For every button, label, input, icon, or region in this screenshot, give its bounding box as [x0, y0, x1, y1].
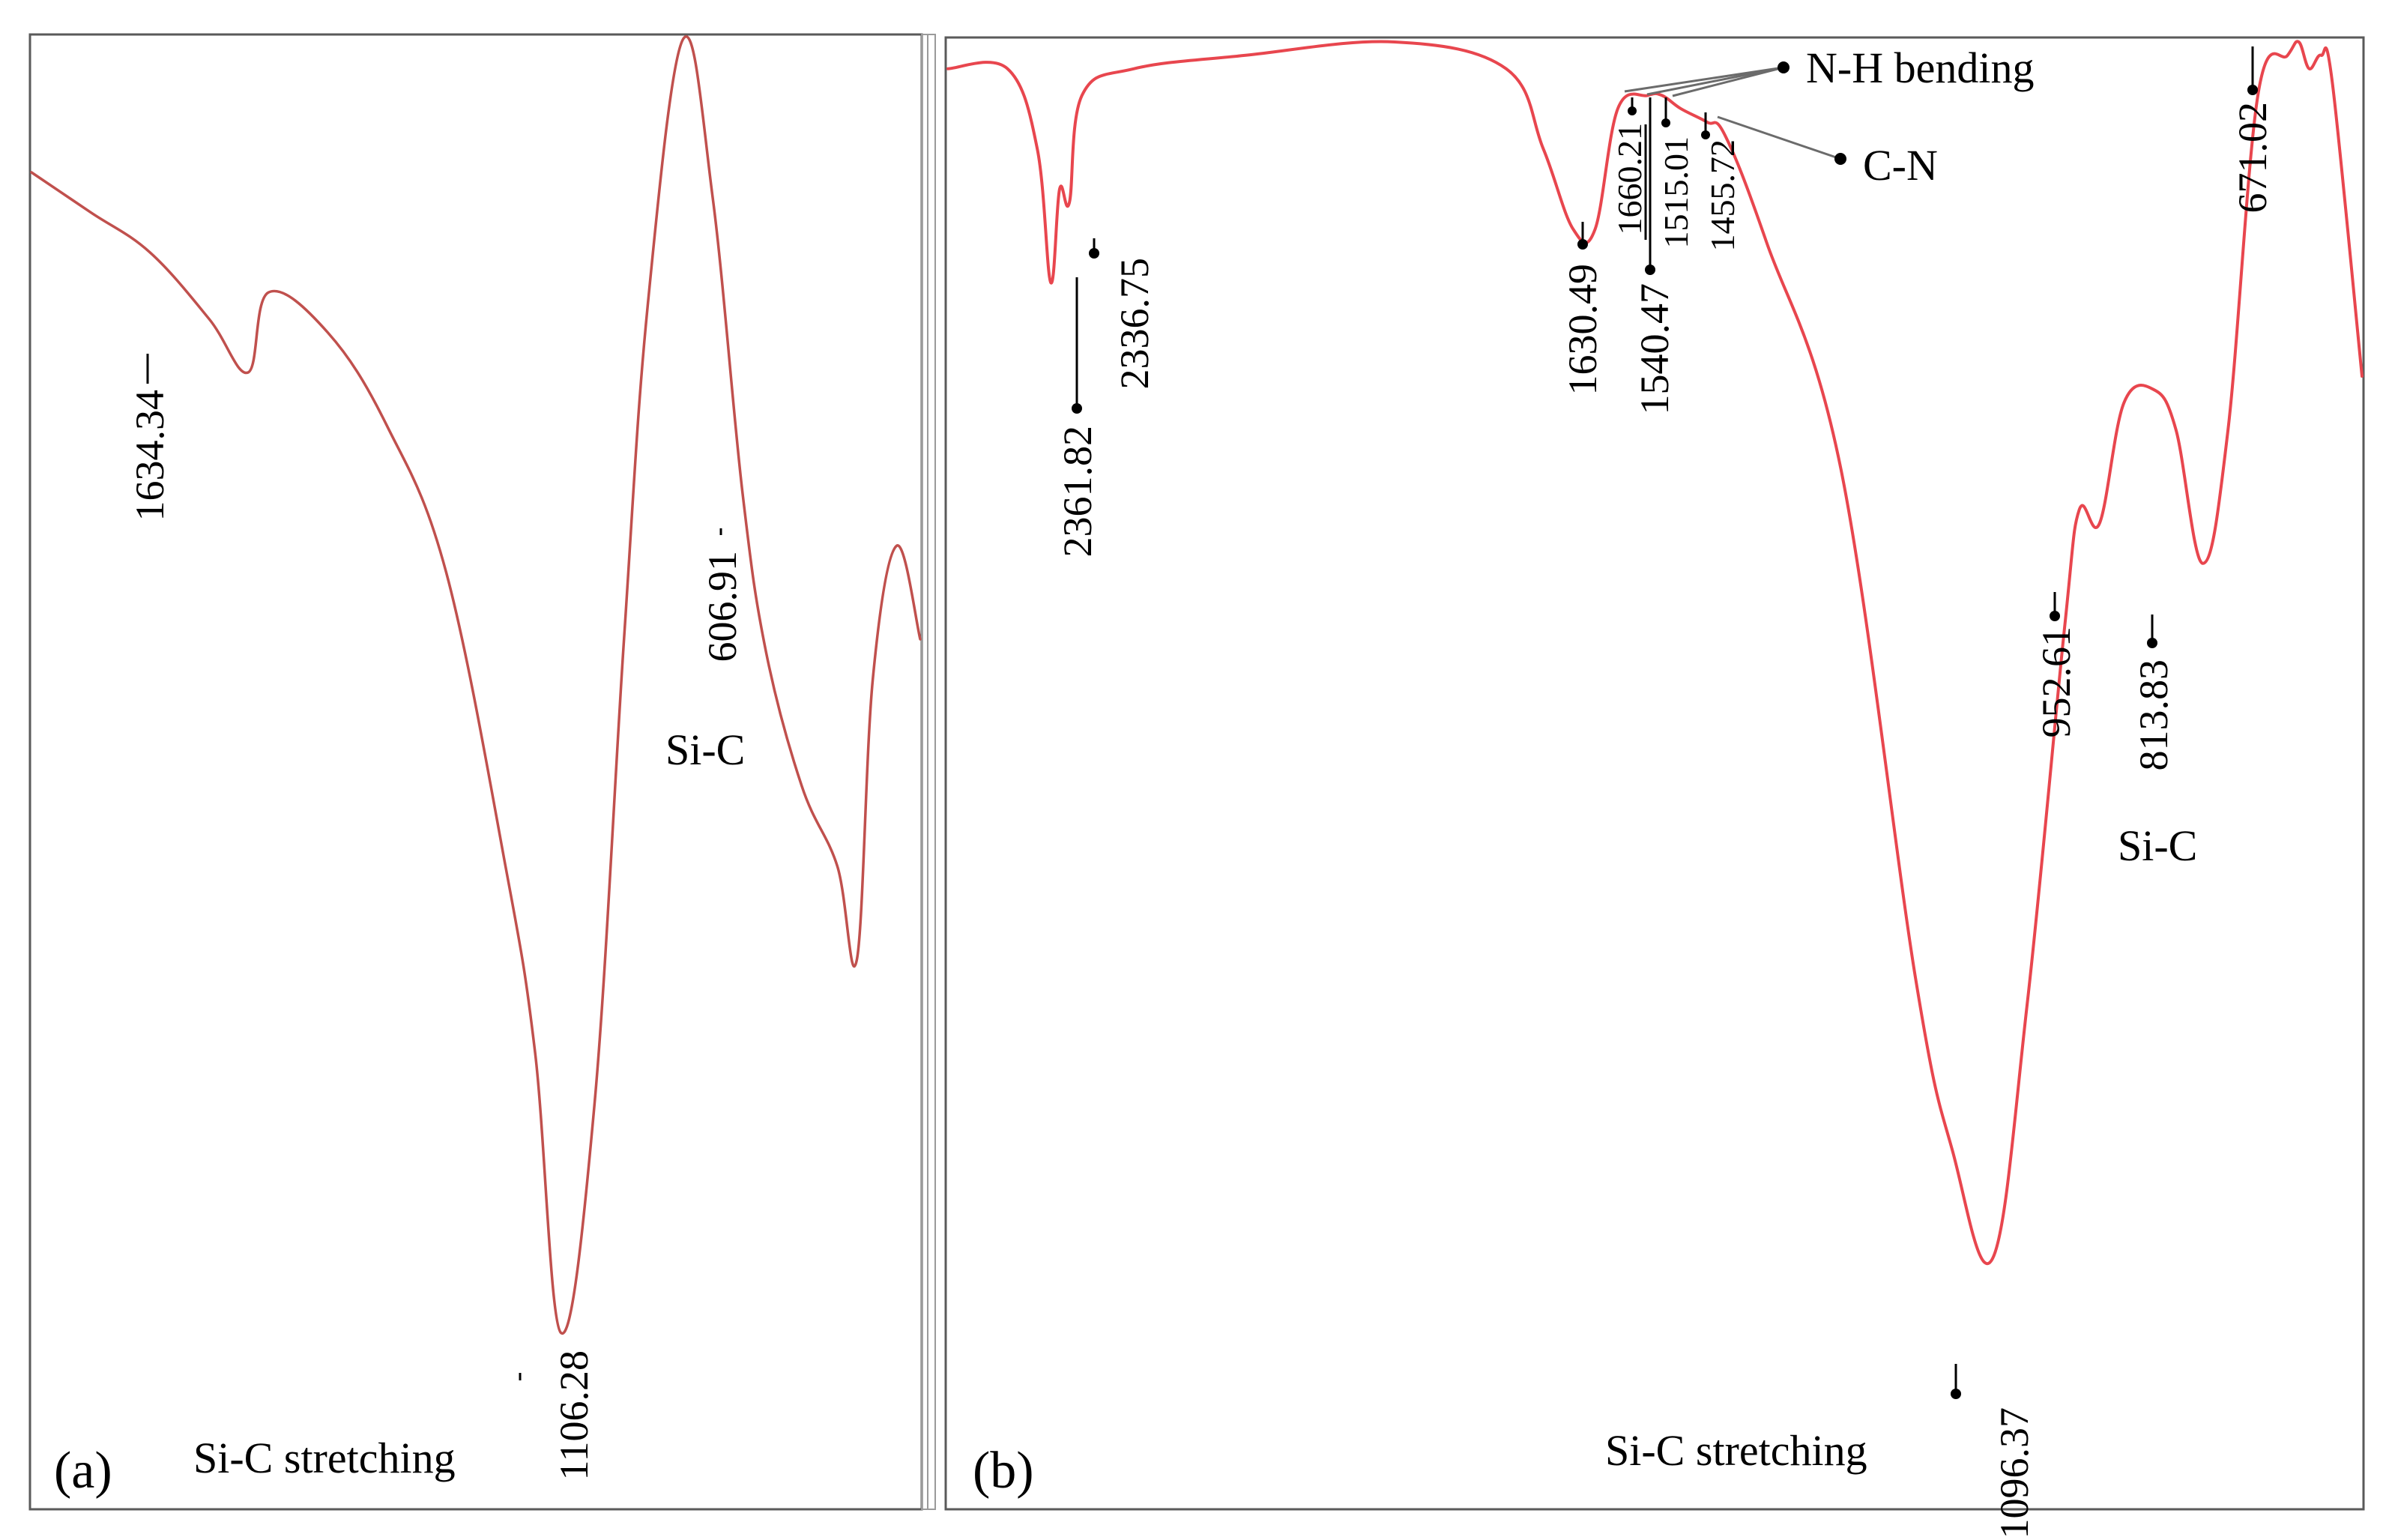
nh-pointer-2: [1646, 66, 1784, 96]
peak-label-1455: 1455.72: [1703, 139, 1742, 252]
peak-label-1660: 1660.21: [1610, 123, 1649, 235]
peak-dot-1660: [1628, 106, 1637, 115]
panel-b-left-edge: [927, 34, 936, 1510]
annotation-si-c-stretching-b: Si-C stretching: [1605, 1426, 1867, 1475]
annotation-si-c-a: Si-C: [665, 725, 745, 774]
peak-label-1630: 1630.49: [1560, 264, 1605, 396]
peak-dot-2361: [1072, 403, 1082, 414]
spectrum-line-b: [946, 40, 2364, 1266]
panel-label-a: (a): [54, 1442, 112, 1500]
peak-label-671: 671.02: [2230, 102, 2275, 214]
peak-label-1515: 1515.01: [1657, 136, 1695, 249]
annotation-nh-bending: N-H bending: [1806, 43, 2034, 92]
peak-label-1634: 1634.34: [127, 390, 172, 522]
annotation-si-c-stretching-a: Si-C stretching: [193, 1434, 456, 1482]
nh-pointer-1: [1624, 66, 1784, 93]
annotation-si-c-b: Si-C: [2118, 821, 2197, 870]
peak-dot-2336: [1089, 248, 1099, 259]
peak-dot-1630: [1577, 239, 1588, 250]
panel-b: 2361.82 2336.75 1630.49 1540.47 1660.21 …: [927, 34, 2365, 1539]
peak-label-1540: 1540.47: [1632, 283, 1677, 415]
peak-dot-1096: [1951, 1389, 1961, 1399]
peak-label-606: 606.91: [700, 551, 745, 662]
peak-label-2336: 2336.75: [1112, 258, 1157, 390]
peak-label-813: 813.83: [2131, 659, 2176, 771]
nh-pointer-3: [1672, 66, 1784, 97]
nh-pointer-dot: [1778, 61, 1790, 73]
panel-b-frame: [944, 36, 2365, 1511]
panel-a-frame: [28, 33, 923, 1511]
peak-dot-952: [2050, 611, 2060, 621]
peak-dot-1455: [1701, 130, 1710, 139]
cn-pointer: [1717, 115, 1841, 160]
peak-dot-813: [2147, 638, 2157, 648]
panel-a: 1634.34 606.91 1106.28 Si-C Si-C stretch…: [28, 33, 928, 1511]
peak-label-1106: 1106.28: [552, 1350, 597, 1481]
peak-dot-1540: [1645, 265, 1655, 275]
panel-label-b: (b): [973, 1442, 1034, 1500]
spectrum-line-a: [30, 35, 922, 1335]
peak-label-2361: 2361.82: [1055, 426, 1100, 558]
peak-dot-1515: [1661, 118, 1670, 127]
annotation-c-n: C-N: [1863, 141, 1938, 190]
peak-label-952: 952.61: [2034, 626, 2079, 738]
peak-label-1096: 1096.37: [1992, 1407, 2037, 1539]
peak-dot-671: [2247, 85, 2258, 95]
cn-pointer-dot: [1834, 153, 1846, 165]
